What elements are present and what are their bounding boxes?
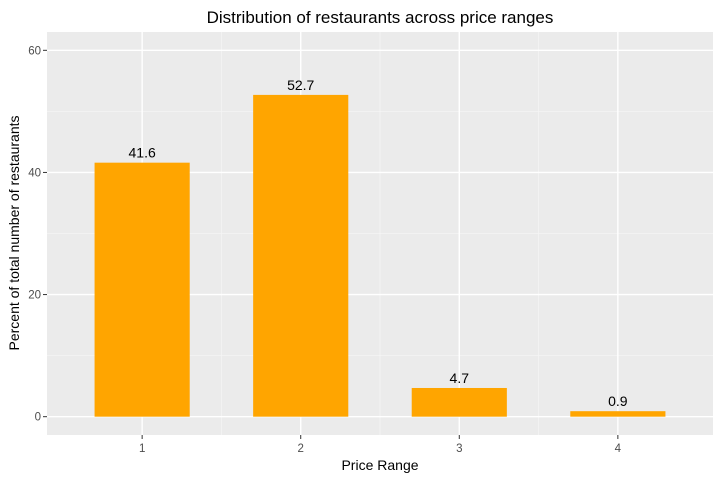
- bar-2: [253, 94, 349, 417]
- x-axis-ticks: 1 2 3 4: [139, 435, 622, 455]
- bar-1: [94, 162, 190, 417]
- y-tick-label: 20: [28, 290, 41, 302]
- chart-title: Distribution of restaurants across price…: [207, 8, 554, 27]
- y-tick-label: 0: [35, 412, 41, 424]
- data-label-3: 4.7: [450, 370, 470, 386]
- y-axis-ticks: 0 20 40 60: [28, 45, 47, 424]
- y-axis-title: Percent of total number of restaurants: [6, 115, 22, 350]
- x-tick-label: 4: [615, 443, 622, 455]
- bar-3: [411, 387, 507, 417]
- bar-4: [570, 411, 666, 417]
- x-tick-label: 2: [298, 443, 304, 455]
- y-tick-label: 60: [28, 45, 41, 57]
- x-tick-label: 1: [139, 443, 145, 455]
- data-labels: 41.6 52.7 4.7 0.9: [129, 77, 628, 409]
- x-axis-title: Price Range: [341, 457, 418, 473]
- y-tick-label: 40: [28, 167, 41, 179]
- data-label-4: 0.9: [608, 393, 628, 409]
- bars: [94, 94, 666, 417]
- data-label-2: 52.7: [287, 77, 314, 93]
- x-tick-label: 3: [456, 443, 462, 455]
- data-label-1: 41.6: [129, 145, 156, 161]
